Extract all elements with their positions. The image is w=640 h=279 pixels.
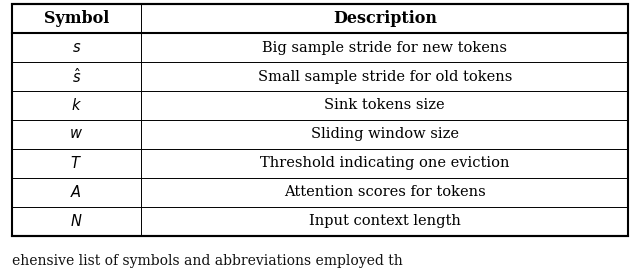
Text: $k$: $k$ [71, 97, 82, 114]
Text: Sliding window size: Sliding window size [311, 128, 459, 141]
Text: Sink tokens size: Sink tokens size [324, 98, 445, 112]
Bar [12, 4, 628, 236]
Text: Threshold indicating one eviction: Threshold indicating one eviction [260, 157, 509, 170]
Text: Big sample stride for new tokens: Big sample stride for new tokens [262, 41, 508, 55]
Text: $N$: $N$ [70, 213, 83, 229]
Text: $T$: $T$ [70, 155, 83, 171]
Text: Small sample stride for old tokens: Small sample stride for old tokens [257, 69, 512, 83]
Text: $w$: $w$ [69, 128, 83, 141]
Text: Symbol: Symbol [44, 10, 109, 27]
Text: $s$: $s$ [72, 41, 81, 55]
Text: Input context length: Input context length [309, 214, 461, 228]
Text: Attention scores for tokens: Attention scores for tokens [284, 185, 486, 199]
Text: $A$: $A$ [70, 184, 82, 200]
Text: ehensive list of symbols and abbreviations employed th: ehensive list of symbols and abbreviatio… [12, 254, 403, 268]
Text: $\hat{s}$: $\hat{s}$ [72, 67, 81, 86]
Text: Description: Description [333, 10, 436, 27]
